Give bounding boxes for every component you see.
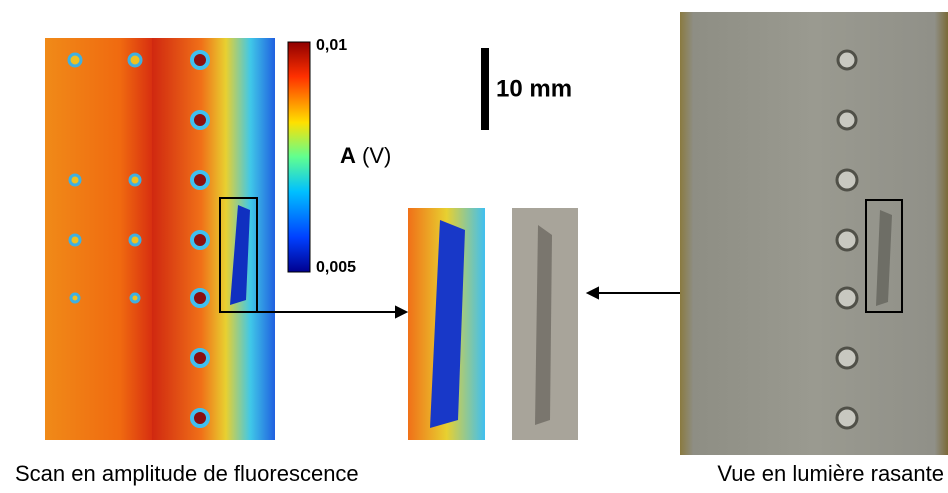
- colorbar-symbol: A: [340, 143, 356, 168]
- zoom-scan: [408, 208, 485, 440]
- zoom-photo: [512, 208, 578, 440]
- arrows: [257, 286, 680, 319]
- photo: [680, 12, 948, 455]
- scale-bar: [481, 48, 489, 130]
- colorbar-tick-label: 0,01: [316, 37, 347, 54]
- caption: Vue en lumière rasante: [717, 461, 944, 486]
- colorbar: [287, 41, 311, 273]
- colorbar-tick-label: 0,005: [316, 259, 356, 276]
- colorbar-unit: (V): [362, 143, 391, 168]
- fluorescence-scan: [45, 38, 275, 440]
- scale-label: 10 mm: [496, 75, 572, 102]
- caption: Scan en amplitude de fluorescence: [15, 461, 359, 486]
- colorbar-label: A (V): [340, 143, 391, 168]
